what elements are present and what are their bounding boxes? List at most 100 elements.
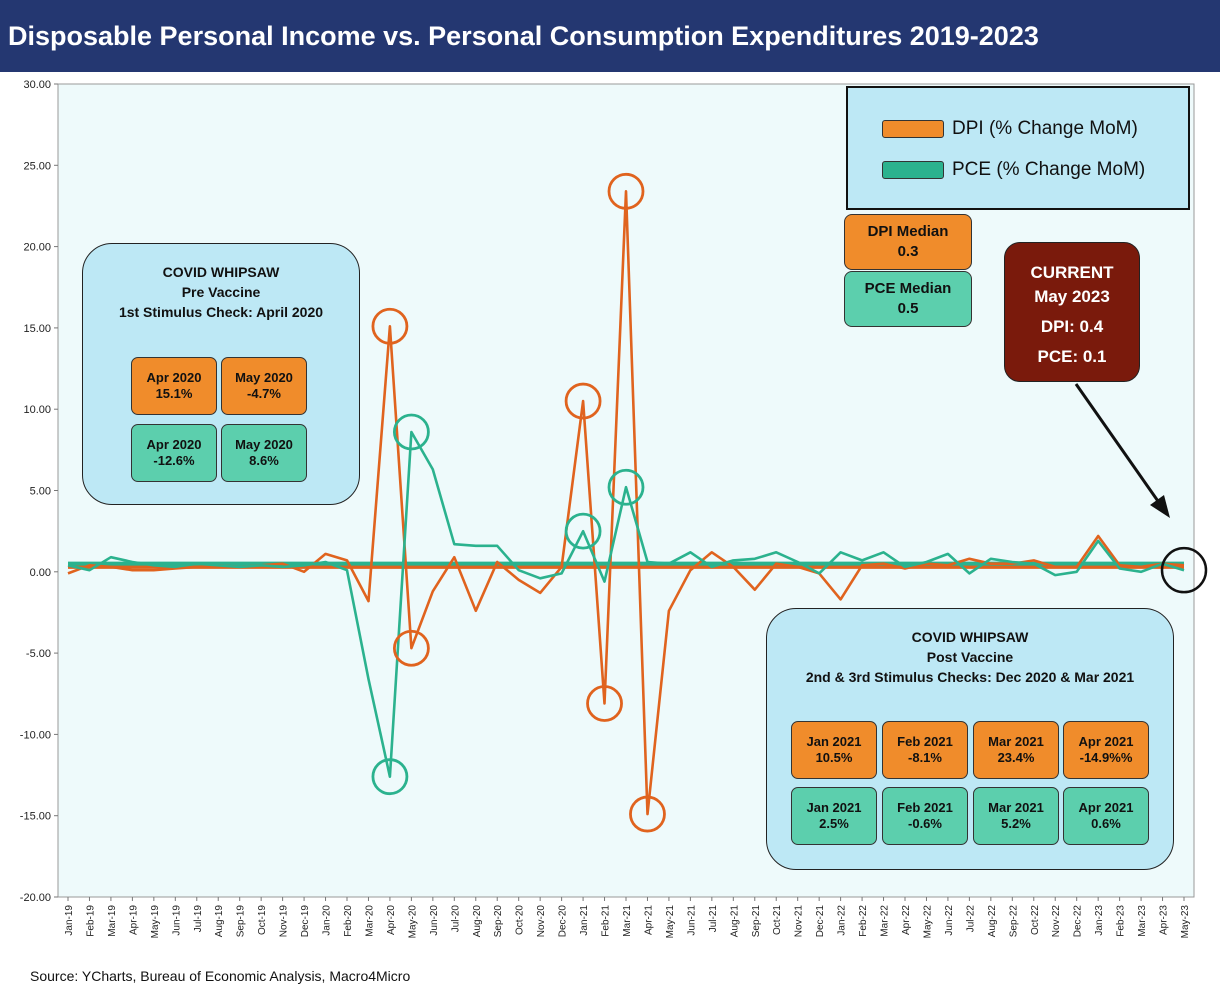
x-tick-label: Mar-21 xyxy=(622,905,633,937)
dpi-highlight-circle xyxy=(629,795,666,833)
x-tick-label: Feb-20 xyxy=(343,905,354,937)
pre-vaccine-line1: COVID WHIPSAW xyxy=(162,264,280,280)
cell-month: Jan 2021 xyxy=(806,800,862,815)
cell-month: Apr 2020 xyxy=(146,370,202,385)
x-tick-label: Jun-20 xyxy=(429,905,440,936)
post-cell-dpi-apr: Apr 2021 -14.9%% xyxy=(1063,721,1149,779)
dpi-highlight-circle xyxy=(392,629,430,667)
y-tick-label: -20.00 xyxy=(20,892,51,904)
current-pce: PCE: 0.1 xyxy=(1037,347,1107,366)
current-highlight-circle xyxy=(1160,546,1208,594)
x-tick-label: May-21 xyxy=(665,905,676,939)
pce-highlight-circle xyxy=(607,468,645,506)
cell-month: Apr 2021 xyxy=(1078,734,1134,749)
dpi-highlight-circle xyxy=(607,172,645,210)
cell-month: May 2020 xyxy=(235,437,293,452)
pce-median-value: 0.5 xyxy=(897,300,919,317)
legend-item-pce: PCE (% Change MoM) xyxy=(882,158,1145,182)
dpi-median-value: 0.3 xyxy=(897,243,919,260)
x-tick-label: Nov-22 xyxy=(1051,905,1062,938)
x-tick-label: Dec-21 xyxy=(815,905,826,938)
x-tick-label: May-19 xyxy=(150,905,161,939)
x-tick-label: Nov-19 xyxy=(279,905,290,938)
x-tick-label: Mar-20 xyxy=(364,905,375,937)
x-tick-label: Mar-23 xyxy=(1137,905,1148,937)
current-dpi: DPI: 0.4 xyxy=(1040,317,1104,336)
source-note: Source: YCharts, Bureau of Economic Anal… xyxy=(30,968,411,984)
x-tick-label: Aug-21 xyxy=(729,905,740,938)
x-tick-label: Dec-20 xyxy=(558,905,569,938)
y-tick-label: 0.00 xyxy=(30,567,51,579)
current-arrow-head xyxy=(1150,495,1170,518)
cell-value: 0.6% xyxy=(1091,816,1121,831)
cell-value: 10.5% xyxy=(815,750,853,765)
y-tick-label: 30.00 xyxy=(23,79,51,91)
x-tick-label: May-20 xyxy=(407,905,418,939)
x-tick-label: Apr-19 xyxy=(128,905,139,935)
current-callout: CURRENT May 2023 DPI: 0.4 PCE: 0.1 xyxy=(1004,242,1140,382)
cell-month: Apr 2021 xyxy=(1078,800,1134,815)
dpi-swatch xyxy=(882,120,944,138)
pre-cell-dpi-may: May 2020 -4.7% xyxy=(221,357,307,415)
x-tick-label: Dec-22 xyxy=(1073,905,1084,938)
y-tick-label: -15.00 xyxy=(20,811,51,823)
x-tick-label: Apr-21 xyxy=(643,905,654,935)
x-tick-label: Jan-19 xyxy=(64,905,75,936)
x-tick-label: Aug-22 xyxy=(987,905,998,938)
x-tick-label: Apr-23 xyxy=(1159,905,1170,935)
x-tick-label: Jul-22 xyxy=(965,905,976,933)
x-tick-label: Jul-21 xyxy=(708,905,719,933)
x-tick-label: Sep-21 xyxy=(751,905,762,938)
x-tick-label: Jun-19 xyxy=(171,905,182,936)
cell-month: Feb 2021 xyxy=(897,800,953,815)
y-tick-label: -10.00 xyxy=(20,729,51,741)
page-title: Disposable Personal Income vs. Personal … xyxy=(0,0,1220,72)
x-axis: Jan-19 Feb-19 Mar-19 Apr-19 May-19 Jun-19 Jul-… xyxy=(64,897,1191,938)
post-vaccine-line1: COVID WHIPSAW xyxy=(911,629,1029,645)
pce-series-line xyxy=(67,430,1185,778)
x-tick-label: Feb-22 xyxy=(858,905,869,937)
post-vaccine-line3: 2nd & 3rd Stimulus Checks: Dec 2020 & Ma… xyxy=(805,669,1135,685)
pre-vaccine-line3: 1st Stimulus Check: April 2020 xyxy=(118,304,324,320)
current-title: CURRENT xyxy=(1030,263,1114,282)
x-tick-label: Dec-19 xyxy=(300,905,311,938)
y-tick-label: 15.00 xyxy=(23,323,51,335)
legend-dpi-label: DPI (% Change MoM) xyxy=(952,118,1138,139)
x-tick-label: Jan-21 xyxy=(579,905,590,936)
dpi-median-title: DPI Median xyxy=(867,223,949,240)
post-cell-dpi-jan: Jan 2021 10.5% xyxy=(791,721,877,779)
dpi-highlight-circle xyxy=(564,382,602,420)
x-tick-label: Jan-22 xyxy=(837,905,848,936)
x-tick-label: Feb-21 xyxy=(601,905,612,937)
x-tick-label: Oct-22 xyxy=(1030,905,1041,935)
x-tick-label: Oct-19 xyxy=(257,905,268,935)
y-tick-label: 5.00 xyxy=(30,486,51,498)
y-tick-label: 25.00 xyxy=(23,160,51,172)
pre-vaccine-line2: Pre Vaccine xyxy=(181,284,261,300)
x-tick-label: Oct-21 xyxy=(772,905,783,935)
y-tick-label: 20.00 xyxy=(23,242,51,254)
cell-month: Feb 2021 xyxy=(897,734,953,749)
pce-median-box: PCE Median 0.5 xyxy=(844,271,972,327)
cell-value: 2.5% xyxy=(819,816,849,831)
x-tick-label: Mar-19 xyxy=(107,905,118,937)
post-cell-dpi-mar: Mar 2021 23.4% xyxy=(973,721,1059,779)
cell-value: 15.1% xyxy=(155,386,193,401)
current-month: May 2023 xyxy=(1034,287,1110,306)
x-tick-label: Sep-20 xyxy=(493,905,504,938)
cell-value: -0.6% xyxy=(908,816,942,831)
x-tick-label: Jan-23 xyxy=(1094,905,1105,936)
post-cell-pce-jan: Jan 2021 2.5% xyxy=(791,787,877,845)
pre-cell-pce-apr: Apr 2020 -12.6% xyxy=(131,424,217,482)
post-vaccine-line2: Post Vaccine xyxy=(926,649,1014,665)
x-tick-label: Jan-20 xyxy=(322,905,333,936)
cell-month: Jan 2021 xyxy=(806,734,862,749)
x-tick-label: Aug-20 xyxy=(472,905,483,938)
x-tick-label: Apr-22 xyxy=(901,905,912,935)
pre-cell-pce-may: May 2020 8.6% xyxy=(221,424,307,482)
dpi-highlight-circle xyxy=(586,685,623,722)
cell-value: 5.2% xyxy=(1001,816,1031,831)
dpi-median-box: DPI Median 0.3 xyxy=(844,214,972,270)
cell-value: 8.6% xyxy=(249,453,279,468)
cell-value: -12.6% xyxy=(153,453,195,468)
